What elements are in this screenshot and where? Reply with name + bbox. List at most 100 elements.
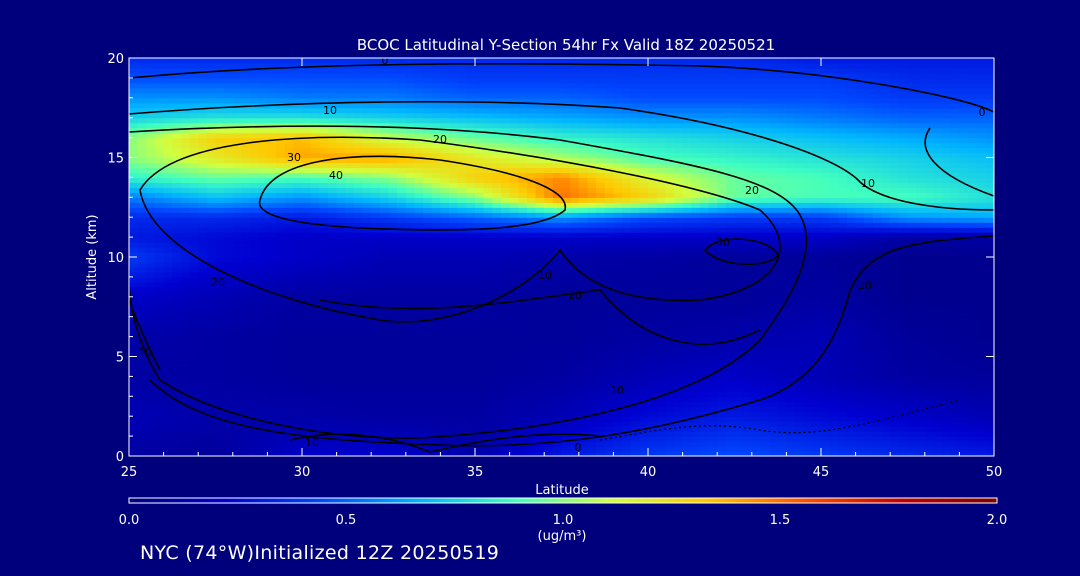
heatmap-cell [544,396,554,402]
heatmap-cell [777,356,787,363]
heatmap-cell [509,207,519,213]
heatmap-cell [552,306,563,313]
heatmap-cell [302,217,312,223]
heatmap-cell [483,331,493,338]
heatmap-cell [864,386,874,392]
heatmap-cell [561,326,571,333]
heatmap-cell [907,281,917,288]
heatmap-cell [699,276,710,283]
heatmap-cell [198,436,208,442]
heatmap-cell [691,257,701,263]
heatmap-cell [604,271,614,278]
heatmap-cell [821,391,831,397]
heatmap-cell [630,207,640,213]
heatmap-cell [241,222,251,228]
heatmap-cell [250,301,260,308]
heatmap-cell [898,286,909,293]
heatmap-cell [440,301,450,308]
heatmap-cell [924,396,935,402]
heatmap-cell [604,257,614,263]
heatmap-cell [535,276,545,283]
heatmap-cell [206,266,217,273]
heatmap-cell [665,451,675,456]
heatmap-cell [699,386,710,392]
heatmap-cell [596,217,606,223]
heatmap-cell [388,381,398,387]
heatmap-cell [665,222,675,228]
heatmap-cell [345,266,355,273]
heatmap-cell [146,222,156,228]
heatmap-cell [327,311,338,318]
heatmap-cell [803,237,813,243]
heatmap-cell [327,426,338,432]
heatmap-cell [777,271,787,278]
heatmap-cell [613,232,623,238]
heatmap-cell [648,436,658,442]
heatmap-cell [284,306,294,313]
heatmap-cell [795,227,805,233]
heatmap-cell [786,331,796,338]
heatmap-cell [821,401,831,407]
heatmap-cell [916,261,926,268]
heatmap-cell [423,276,433,283]
heatmap-cell [630,441,640,447]
heatmap-cell [630,381,640,387]
heatmap-cell [587,396,597,402]
heatmap-cell [587,266,597,273]
heatmap-cell [293,371,303,377]
heatmap-cell [163,301,173,308]
heatmap-cell [751,391,762,397]
heatmap-cell [310,411,320,417]
heatmap-cell [846,316,857,323]
heatmap-cell [544,212,554,218]
heatmap-cell [795,257,805,263]
heatmap-cell [769,341,779,348]
heatmap-cell [699,351,710,358]
heatmap-cell [890,217,900,223]
heatmap-cell [302,441,312,447]
heatmap-cell [215,351,225,358]
heatmap-cell [760,321,770,328]
heatmap-cell [310,331,320,338]
heatmap-cell [786,416,796,422]
heatmap-cell [198,252,208,258]
heatmap-cell [769,436,779,442]
heatmap-cell [959,351,969,358]
heatmap-cell [526,207,537,213]
heatmap-cell [561,381,571,387]
heatmap-cell [985,217,994,223]
heatmap-cell [492,222,502,228]
heatmap-cell [276,341,286,348]
heatmap-cell [276,316,286,323]
heatmap-cell [795,326,805,333]
heatmap-cell [890,311,900,318]
heatmap-cell [258,331,268,338]
heatmap-cell [336,391,346,397]
heatmap-cell [734,391,744,397]
heatmap-cell [959,301,969,308]
heatmap-cell [613,321,623,328]
heatmap-cell [180,217,191,223]
heatmap-cell [916,406,926,412]
heatmap-cell [604,426,614,432]
heatmap-cell [379,276,390,283]
heatmap-cell [786,306,796,313]
heatmap-cell [371,356,381,363]
heatmap-cell [500,247,511,253]
heatmap-cell [760,371,770,377]
heatmap-cell [812,326,822,333]
heatmap-cell [423,336,433,343]
heatmap-cell [812,242,822,248]
heatmap-cell [587,386,597,392]
heatmap-cell [336,336,346,343]
heatmap-cell [846,237,857,243]
heatmap-cell [821,242,831,248]
heatmap-cell [224,212,234,218]
heatmap-cell [933,212,943,218]
heatmap-cell [276,276,286,283]
heatmap-cell [656,406,666,412]
heatmap-cell [630,376,640,382]
heatmap-cell [622,271,632,278]
heatmap-cell [405,321,416,328]
heatmap-cell [786,207,796,213]
